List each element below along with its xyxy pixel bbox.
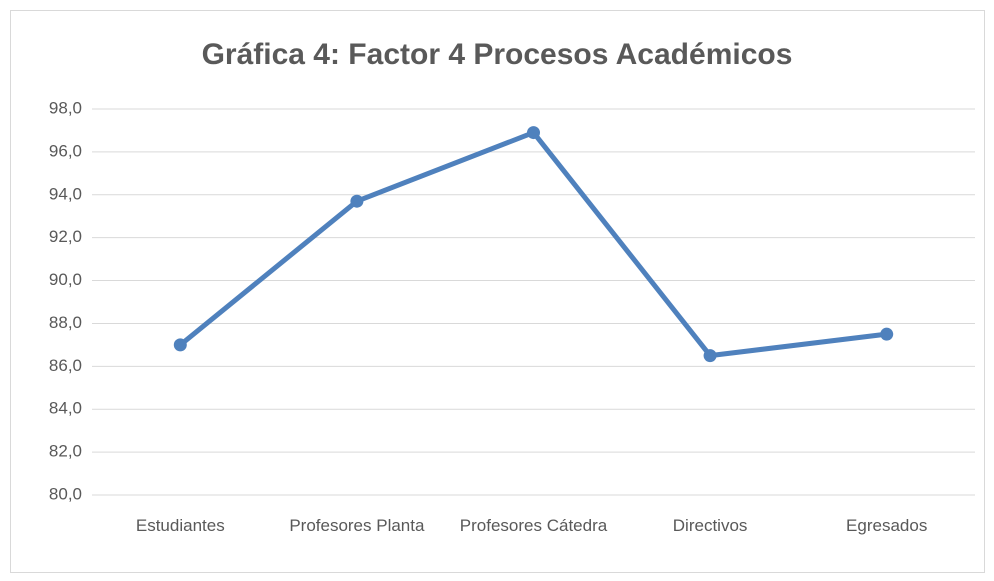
y-tick-label: 96,0 [49, 141, 82, 160]
y-tick-label: 90,0 [49, 270, 82, 289]
y-tick-label: 84,0 [49, 399, 82, 418]
x-tick-label: Directivos [672, 516, 748, 535]
marker [350, 194, 364, 208]
x-tick-label: Profesores Planta [289, 516, 425, 535]
x-tick-label: Egresados [846, 516, 928, 535]
x-tick-label: Estudiantes [135, 516, 225, 535]
y-tick-label: 82,0 [49, 442, 82, 461]
y-tick-label: 98,0 [49, 98, 82, 117]
marker [173, 338, 187, 352]
marker [880, 327, 894, 341]
y-tick-label: 86,0 [49, 356, 82, 375]
y-tick-label: 80,0 [49, 484, 82, 503]
y-tick-label: 92,0 [49, 227, 82, 246]
chart-title: Gráfica 4: Factor 4 Procesos Académicos [202, 38, 793, 71]
y-tick-label: 94,0 [49, 184, 82, 203]
marker [703, 349, 717, 363]
chart-border [10, 10, 985, 573]
x-tick-label: Profesores Cátedra [459, 516, 608, 535]
y-tick-label: 88,0 [49, 313, 82, 332]
marker [527, 126, 540, 140]
